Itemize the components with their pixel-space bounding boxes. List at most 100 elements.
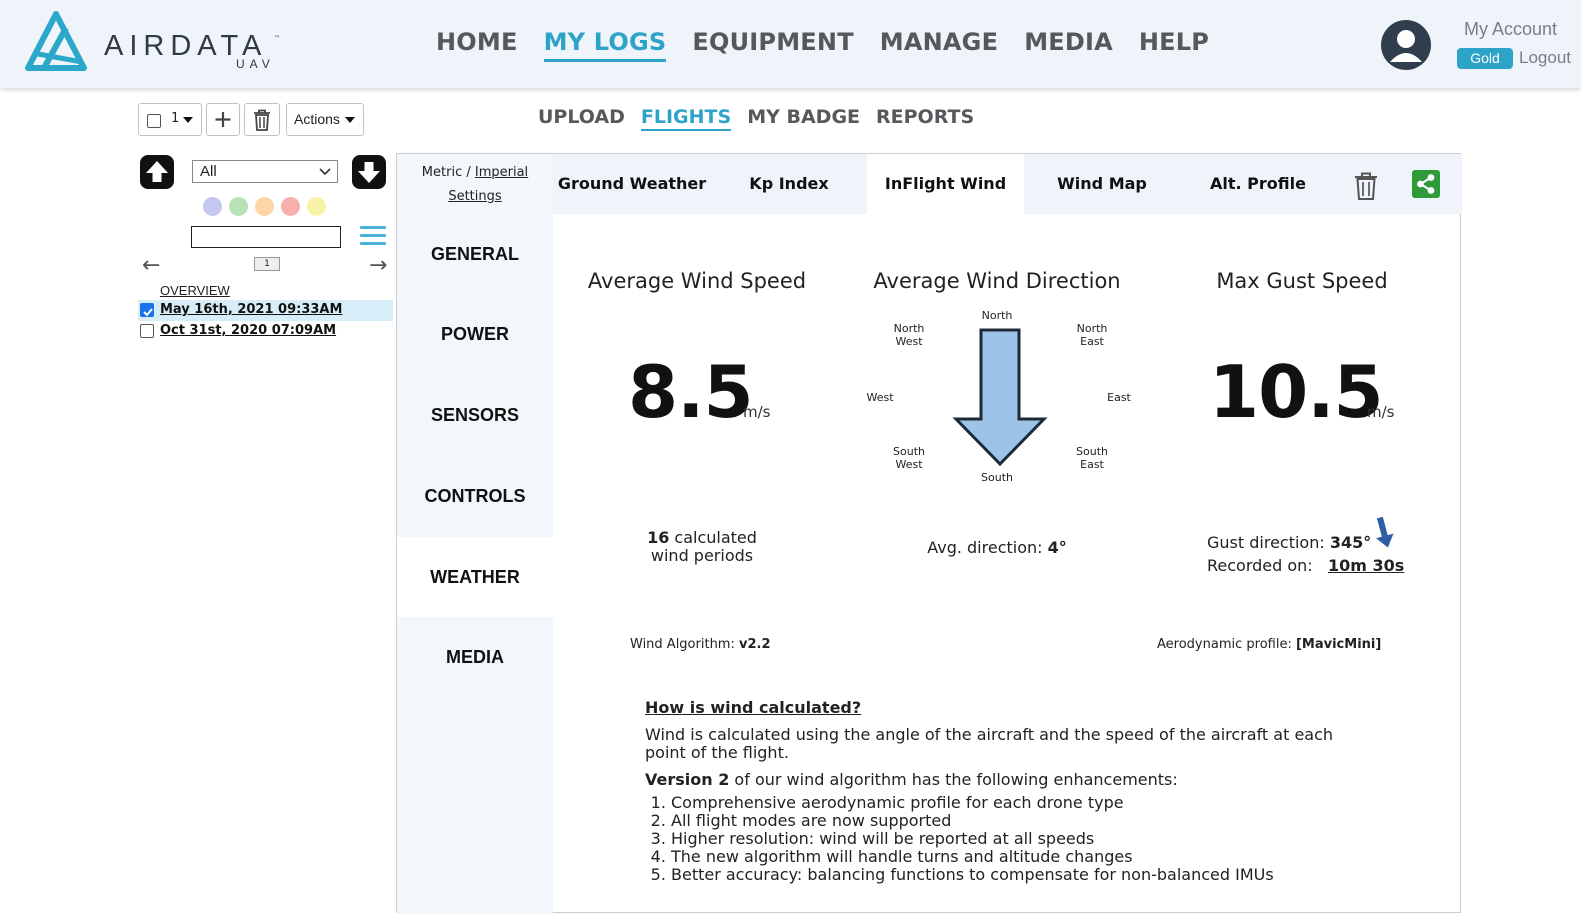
delete-button[interactable] <box>244 103 280 136</box>
compass-northeast-label: North East <box>1067 322 1117 348</box>
add-button[interactable] <box>206 103 240 136</box>
flight-label[interactable]: Oct 31st, 2020 07:09AM <box>160 323 337 338</box>
my-account-link[interactable]: My Account <box>1464 19 1558 39</box>
next-page-arrow-icon[interactable]: → <box>369 253 388 278</box>
color-filter-dot[interactable] <box>229 197 248 216</box>
settings-link[interactable]: Settings <box>448 189 502 204</box>
airdata-logo[interactable]: AIRDATA ™ UAV <box>22 10 292 76</box>
howto-intro: Wind is calculated using the angle of th… <box>645 725 1334 762</box>
compass-southwest-label: South West <box>884 445 934 471</box>
unit-separator: / <box>466 165 471 180</box>
nav-my-logs[interactable]: MY LOGS <box>543 28 667 62</box>
periods-text-2: wind periods <box>650 546 754 565</box>
compass-west-label: West <box>866 391 894 404</box>
trash-icon <box>254 109 270 131</box>
avatar[interactable] <box>1381 20 1431 70</box>
tab-alt-profile[interactable]: Alt. Profile <box>1210 174 1306 193</box>
nav-manage[interactable]: MANAGE <box>879 28 999 56</box>
compass-ne-line2: East <box>1080 335 1104 348</box>
side-menu-media[interactable]: MEDIA <box>446 647 504 667</box>
avg-wind-direction-title: Average Wind Direction <box>873 269 1121 293</box>
scroll-up-button[interactable] <box>140 155 174 189</box>
max-gust-speed-value: 10.5 <box>1209 350 1384 434</box>
share-button[interactable] <box>1412 170 1440 198</box>
logout-link[interactable]: Logout <box>1519 48 1571 67</box>
compass-southeast-label: South East <box>1067 445 1117 471</box>
color-filter-dot[interactable] <box>281 197 300 216</box>
side-menu: Metric / Imperial Settings GENERAL POWER… <box>397 154 553 914</box>
color-filter-dot[interactable] <box>255 197 274 216</box>
user-icon <box>1390 30 1422 62</box>
side-menu-sensors[interactable]: SENSORS <box>430 405 520 425</box>
flight-checkbox[interactable] <box>140 303 154 317</box>
side-menu-power[interactable]: POWER <box>440 324 509 344</box>
prev-page-arrow-icon[interactable]: ← <box>142 253 161 278</box>
check-icon <box>143 308 153 317</box>
side-menu-general[interactable]: GENERAL <box>430 244 519 264</box>
tab-ground-weather[interactable]: Ground Weather <box>557 174 707 193</box>
flight-checkbox[interactable] <box>140 324 154 338</box>
color-filter-dot[interactable] <box>203 197 222 216</box>
periods-text-1: calculated <box>674 528 757 547</box>
overview-link[interactable]: OVERVIEW <box>160 283 230 298</box>
nav-home[interactable]: HOME <box>436 28 518 56</box>
max-gust-speed-title: Max Gust Speed <box>1216 269 1388 293</box>
color-filter-dot[interactable] <box>307 197 326 216</box>
howto-title: How is wind calculated? <box>645 698 862 717</box>
subnav-flights[interactable]: FLIGHTS <box>640 106 732 131</box>
scroll-down-button[interactable] <box>352 155 386 189</box>
avg-direction-info: Avg. direction: 4° <box>897 538 1097 557</box>
flight-filter-select[interactable]: All <box>192 160 338 183</box>
gust-info: Gust direction: 345° Recorded on: 10m 30… <box>1207 531 1404 577</box>
nav-equipment[interactable]: EQUIPMENT <box>692 28 854 56</box>
filter-value: All <box>200 163 217 180</box>
wind-direction-arrow-icon <box>952 328 1048 467</box>
subnav-reports[interactable]: REPORTS <box>876 106 975 128</box>
flight-row[interactable]: May 16th, 2021 09:33AM <box>138 300 393 321</box>
select-all-checkbox[interactable] <box>147 114 161 128</box>
recorded-value-link[interactable]: 10m 30s <box>1327 556 1405 575</box>
side-menu-controls[interactable]: CONTROLS <box>424 486 526 506</box>
avg-wind-speed-unit: m/s <box>743 403 771 421</box>
nav-help[interactable]: HELP <box>1138 28 1210 56</box>
recorded-label: Recorded on: <box>1207 556 1313 575</box>
flight-label[interactable]: May 16th, 2021 09:33AM <box>160 302 343 317</box>
tab-wind-map[interactable]: Wind Map <box>1057 174 1147 193</box>
imperial-link[interactable]: Imperial <box>474 165 529 180</box>
subnav-my-badge[interactable]: MY BADGE <box>747 106 861 128</box>
periods-line1: 16 calculated <box>602 529 802 547</box>
page-number[interactable]: 1 <box>254 257 280 271</box>
tab-kp-index[interactable]: Kp Index <box>749 174 829 193</box>
howto-version-line: Version 2 of our wind algorithm has the … <box>645 771 1375 789</box>
list-item: Comprehensive aerodynamic profile for ea… <box>671 794 1375 812</box>
arrow-down-icon <box>358 162 380 183</box>
delete-flight-button[interactable] <box>1353 171 1379 200</box>
list-item: Higher resolution: wind will be reported… <box>671 830 1375 848</box>
subnav-upload[interactable]: UPLOAD <box>538 106 625 128</box>
select-chevron-icon <box>319 168 331 176</box>
arrow-up-icon <box>146 161 168 182</box>
metric-label[interactable]: Metric <box>421 165 463 180</box>
tab-inflight-wind[interactable]: InFlight Wind <box>867 154 1024 214</box>
algorithm-label: Wind Algorithm: <box>630 637 735 652</box>
nav-media[interactable]: MEDIA <box>1024 28 1113 56</box>
menu-icon[interactable] <box>360 226 386 248</box>
gust-direction-label: Gust direction: <box>1207 533 1325 552</box>
unit-toggle: Metric / Imperial <box>397 165 553 180</box>
wind-algorithm-info: Wind Algorithm: v2.2 <box>630 637 771 652</box>
search-input[interactable] <box>191 226 341 248</box>
settings-line: Settings <box>397 189 553 204</box>
recorded-line: Recorded on: 10m 30s <box>1207 554 1404 577</box>
account-tier-badge: Gold <box>1457 48 1513 69</box>
list-item: The new algorithm will handle turns and … <box>671 848 1375 866</box>
flight-detail-panel: Metric / Imperial Settings GENERAL POWER… <box>396 153 1462 914</box>
compass-nw-line2: West <box>895 335 923 348</box>
side-menu-weather[interactable]: WEATHER <box>397 537 553 617</box>
list-item: All flight modes are now supported <box>671 812 1375 830</box>
list-item: Better accuracy: balancing functions to … <box>671 866 1375 884</box>
gust-direction-line: Gust direction: 345° <box>1207 531 1404 554</box>
flight-row[interactable]: Oct 31st, 2020 07:09AM <box>138 321 393 342</box>
enhancements-list: Comprehensive aerodynamic profile for ea… <box>671 794 1375 884</box>
brand-sub: UAV <box>236 57 275 71</box>
max-gust-speed-unit: m/s <box>1367 403 1395 421</box>
